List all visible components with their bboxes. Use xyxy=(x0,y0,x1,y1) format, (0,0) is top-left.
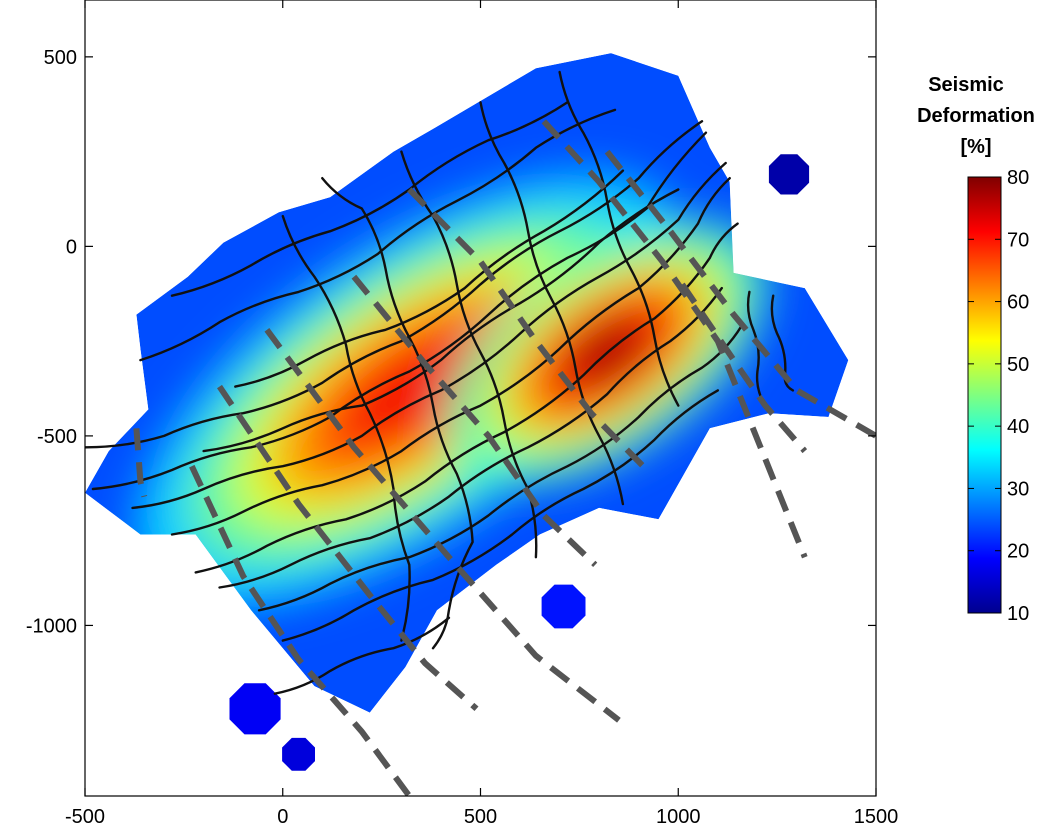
profile-line xyxy=(189,464,412,796)
profile-line xyxy=(604,149,876,439)
x-tick-label: -500 xyxy=(65,806,105,828)
profile-line xyxy=(133,428,148,498)
colorbar-title-line-2: Deformation xyxy=(917,105,1035,127)
deformation-region xyxy=(85,53,849,713)
contour-line xyxy=(770,294,795,392)
contour-line xyxy=(202,188,680,453)
colorbar-ticks: 80 70 60 50 40 30 20 10 xyxy=(968,167,1029,625)
colorbar-tick-label: 80 xyxy=(1007,167,1029,189)
y-tick-label: 0 xyxy=(66,236,77,258)
contour-line xyxy=(273,616,451,695)
contour-line xyxy=(746,290,767,407)
contour-line xyxy=(131,161,727,510)
contour-line xyxy=(257,324,743,612)
y-axis: 500 0 -500 -1000 xyxy=(26,47,876,637)
y-tick-label: 500 xyxy=(44,47,77,69)
contour-line xyxy=(170,177,731,536)
contour-line xyxy=(218,286,723,589)
island-patch xyxy=(768,154,810,195)
heatmap-layer xyxy=(85,53,849,771)
profile-line xyxy=(217,384,479,712)
x-tick-label: 0 xyxy=(277,806,288,828)
contour-line xyxy=(91,131,708,491)
contour-line xyxy=(170,101,569,297)
contour-line xyxy=(85,120,704,449)
island-patch xyxy=(282,737,315,771)
x-tick-label: 1000 xyxy=(656,806,701,828)
colorbar-tick-label: 70 xyxy=(1007,229,1029,251)
contour-line xyxy=(234,169,625,388)
colorbar-title-line-3: [%] xyxy=(960,136,991,158)
contour-line xyxy=(321,177,474,650)
colorbar-gradient xyxy=(967,176,1002,614)
contour-line xyxy=(558,70,680,407)
profile-line xyxy=(264,328,621,723)
colorbar-tick-label: 40 xyxy=(1007,416,1029,438)
x-tick-label: 1500 xyxy=(854,806,899,828)
island-patch xyxy=(229,683,281,735)
colorbar: Seismic Deformation [%] 80 70 60 50 40 30 20 10 xyxy=(917,74,1035,625)
contour-line xyxy=(281,214,411,642)
colorbar-tick-label: 60 xyxy=(1007,292,1029,314)
colorbar-tick-label: 30 xyxy=(1007,478,1029,500)
island-patch xyxy=(541,584,586,629)
profile-line xyxy=(679,282,808,454)
colorbar-tick-label: 20 xyxy=(1007,541,1029,563)
profile-line xyxy=(351,274,598,567)
y-tick-label: -1000 xyxy=(26,615,77,637)
profile-line xyxy=(541,119,808,559)
profile-line xyxy=(407,187,653,476)
colorbar-tick-label: 50 xyxy=(1007,354,1029,376)
contour-line xyxy=(281,389,719,642)
plot-area xyxy=(85,53,876,796)
x-axis: -500 0 500 1000 1500 xyxy=(65,0,898,828)
y-tick-label: -500 xyxy=(37,426,77,448)
contour-lines xyxy=(85,70,795,695)
profile-lines xyxy=(133,119,876,796)
x-tick-label: 500 xyxy=(464,806,497,828)
contour-line xyxy=(479,101,625,506)
colorbar-title-line-1: Seismic xyxy=(928,74,1004,96)
colorbar-tick-label: 10 xyxy=(1007,603,1029,625)
contour-line xyxy=(139,108,617,362)
